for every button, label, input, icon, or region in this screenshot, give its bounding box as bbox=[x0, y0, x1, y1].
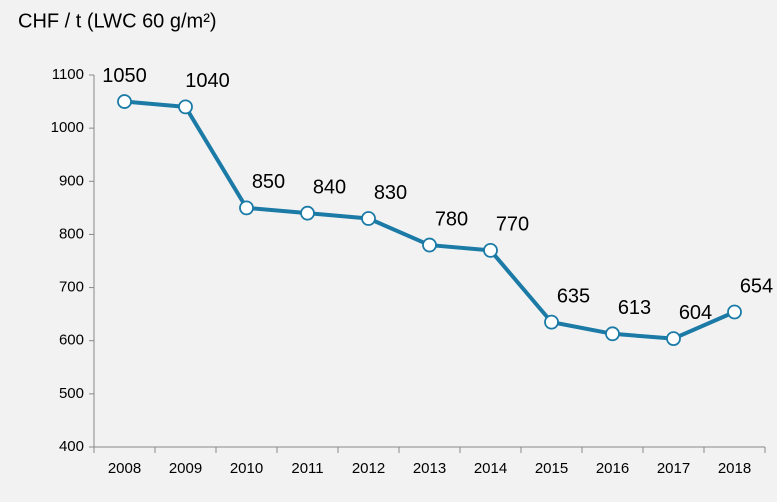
y-tick-label: 400 bbox=[59, 438, 84, 455]
data-label: 654 bbox=[740, 275, 773, 297]
data-label: 635 bbox=[557, 285, 590, 307]
x-tick-label: 2008 bbox=[108, 460, 141, 477]
marker bbox=[117, 94, 132, 109]
data-label: 613 bbox=[618, 297, 651, 319]
data-label: 830 bbox=[374, 182, 407, 204]
x-tick-label: 2011 bbox=[291, 460, 323, 477]
x-tick-label: 2010 bbox=[230, 460, 263, 477]
y-tick-label: 900 bbox=[59, 172, 84, 189]
data-label: 780 bbox=[435, 208, 468, 230]
marker bbox=[727, 304, 742, 320]
marker bbox=[483, 242, 498, 258]
marker bbox=[300, 205, 315, 221]
data-label: 604 bbox=[679, 302, 712, 324]
marker bbox=[544, 314, 559, 330]
data-label: 840 bbox=[313, 176, 346, 198]
marker bbox=[422, 237, 437, 253]
data-label: 770 bbox=[496, 214, 529, 236]
data-label: 850 bbox=[252, 171, 285, 193]
y-tick-label: 800 bbox=[59, 225, 84, 242]
x-tick-label: 2016 bbox=[596, 460, 629, 477]
y-tick-label: 1000 bbox=[51, 119, 84, 136]
marker bbox=[239, 200, 254, 216]
data-label: 1040 bbox=[185, 70, 230, 92]
y-tick-label: 700 bbox=[59, 279, 84, 296]
data-label: 1050 bbox=[102, 65, 147, 87]
marker bbox=[666, 331, 681, 346]
x-tick-label: 2018 bbox=[718, 460, 751, 477]
y-tick-label: 1100 bbox=[52, 66, 84, 83]
x-tick-label: 2012 bbox=[352, 460, 385, 477]
y-tick-label: 600 bbox=[59, 332, 84, 349]
y-tick-label: 500 bbox=[59, 385, 84, 402]
x-tick-label: 2009 bbox=[169, 460, 202, 477]
chart-title: CHF / t (LWC 60 g/m²) bbox=[18, 10, 217, 32]
x-tick-label: 2015 bbox=[535, 460, 568, 477]
x-tick-label: 2017 bbox=[657, 460, 690, 477]
x-tick-label: 2014 bbox=[474, 460, 507, 477]
x-tick-label: 2013 bbox=[413, 460, 446, 477]
marker bbox=[178, 99, 193, 115]
marker bbox=[361, 211, 376, 226]
marker bbox=[605, 326, 620, 342]
